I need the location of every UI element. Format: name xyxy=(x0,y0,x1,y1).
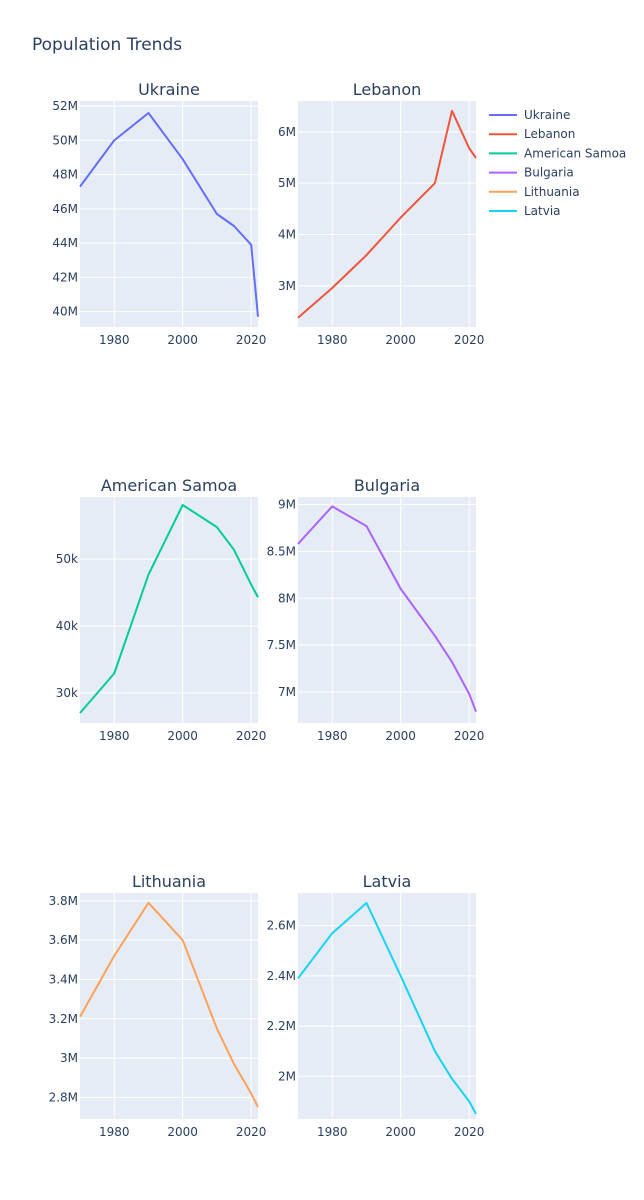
series-line-latvia[interactable] xyxy=(297,902,477,1115)
y-tick-label: 50M xyxy=(52,133,78,147)
x-tick-label: 2000 xyxy=(167,729,198,743)
legend-label: Lithuania xyxy=(524,185,580,199)
y-tick-label: 52M xyxy=(52,99,78,113)
series-line-bulgaria[interactable] xyxy=(297,505,477,713)
y-tick-label: 9M xyxy=(278,498,296,512)
legend-item-bulgaria[interactable]: Bulgaria xyxy=(489,166,574,180)
subplot-lithuania: Lithuania 1980 2000 2020 2.8M 3M 3.2M 3.4M 3.6M 3… xyxy=(49,872,267,1139)
plot-area xyxy=(298,893,476,1119)
series-line-american-samoa[interactable] xyxy=(79,504,259,714)
x-tick-label: 1980 xyxy=(99,333,130,347)
legend[interactable]: Ukraine Lebanon American Samoa Bulgaria Lith… xyxy=(489,108,626,218)
y-tick-label: 7M xyxy=(278,685,296,699)
x-tick-label: 2000 xyxy=(385,729,416,743)
y-tick-label: 8.5M xyxy=(267,544,296,558)
x-tick-label: 1980 xyxy=(317,333,348,347)
subplot-american-samoa: American Samoa 1980 2000 2020 30k 40k 50k xyxy=(56,476,267,743)
x-tick-label: 2000 xyxy=(385,1125,416,1139)
subplot-lebanon: Lebanon 1980 2000 2020 3M 4M 5M 6M xyxy=(278,80,484,347)
x-tick-label: 2020 xyxy=(236,1125,267,1139)
y-tick-label: 42M xyxy=(52,270,78,284)
y-tick-label: 8M xyxy=(278,591,296,605)
x-tick-label: 2020 xyxy=(454,1125,485,1139)
subplot-title: Latvia xyxy=(363,872,412,891)
subplot-title: Lithuania xyxy=(132,872,206,891)
x-tick-label: 1980 xyxy=(317,1125,348,1139)
legend-item-lebanon[interactable]: Lebanon xyxy=(489,127,575,141)
subplot-ukraine: Ukraine 1980 2000 2020 40M 42M 44M 46M 48M 50M 52M xyxy=(52,80,266,347)
y-tick-label: 2.8M xyxy=(49,1090,78,1104)
series-line-lithuania[interactable] xyxy=(79,901,259,1108)
plot-area xyxy=(80,101,258,327)
figure-title: Population Trends xyxy=(32,35,182,55)
y-tick-label: 6M xyxy=(278,125,296,139)
subplot-bulgaria: Bulgaria 1980 2000 2020 7M 7.5M 8M 8.5M 9M xyxy=(267,476,485,743)
y-tick-label: 50k xyxy=(56,552,78,566)
y-tick-label: 3.8M xyxy=(49,894,78,908)
y-tick-label: 48M xyxy=(52,168,78,182)
y-tick-label: 2.2M xyxy=(267,1019,296,1033)
plot-area xyxy=(298,497,476,723)
x-tick-label: 1980 xyxy=(99,729,130,743)
x-tick-label: 1980 xyxy=(99,1125,130,1139)
y-tick-label: 7.5M xyxy=(267,638,296,652)
y-tick-label: 4M xyxy=(278,228,296,242)
subplot-title: Ukraine xyxy=(138,80,200,99)
legend-item-latvia[interactable]: Latvia xyxy=(489,204,561,218)
y-tick-label: 3.4M xyxy=(49,972,78,986)
x-tick-label: 1980 xyxy=(317,729,348,743)
series-line-lebanon[interactable] xyxy=(297,109,477,319)
y-tick-label: 2.6M xyxy=(267,919,296,933)
y-tick-label: 3.6M xyxy=(49,933,78,947)
plot-area xyxy=(298,101,476,327)
x-tick-label: 2020 xyxy=(236,729,267,743)
y-tick-label: 2M xyxy=(278,1069,296,1083)
subplot-latvia: Latvia 1980 2000 2020 2M 2.2M 2.4M 2.6M xyxy=(267,872,485,1139)
legend-item-lithuania[interactable]: Lithuania xyxy=(489,185,580,199)
y-tick-label: 40M xyxy=(52,305,78,319)
subplot-title: Bulgaria xyxy=(354,476,420,495)
plot-area xyxy=(80,893,258,1119)
y-tick-label: 2.4M xyxy=(267,969,296,983)
legend-label: Bulgaria xyxy=(524,166,574,180)
y-tick-label: 3.2M xyxy=(49,1012,78,1026)
y-tick-label: 3M xyxy=(60,1051,78,1065)
series-line-ukraine[interactable] xyxy=(79,112,259,317)
y-tick-label: 3M xyxy=(278,279,296,293)
x-tick-label: 2000 xyxy=(385,333,416,347)
subplot-title: Lebanon xyxy=(353,80,422,99)
subplot-title: American Samoa xyxy=(101,476,237,495)
y-tick-label: 44M xyxy=(52,236,78,250)
legend-item-american-samoa[interactable]: American Samoa xyxy=(489,146,626,160)
x-tick-label: 2000 xyxy=(167,1125,198,1139)
x-tick-label: 2020 xyxy=(236,333,267,347)
legend-label: Lebanon xyxy=(524,127,575,141)
legend-label: Latvia xyxy=(524,204,561,218)
legend-item-ukraine[interactable]: Ukraine xyxy=(489,108,570,122)
y-tick-label: 5M xyxy=(278,176,296,190)
x-tick-label: 2000 xyxy=(167,333,198,347)
y-tick-label: 40k xyxy=(56,619,78,633)
legend-label: American Samoa xyxy=(524,146,626,160)
x-tick-label: 2020 xyxy=(454,333,485,347)
legend-label: Ukraine xyxy=(524,108,570,122)
y-tick-label: 46M xyxy=(52,202,78,216)
x-tick-label: 2020 xyxy=(454,729,485,743)
y-tick-label: 30k xyxy=(56,686,78,700)
